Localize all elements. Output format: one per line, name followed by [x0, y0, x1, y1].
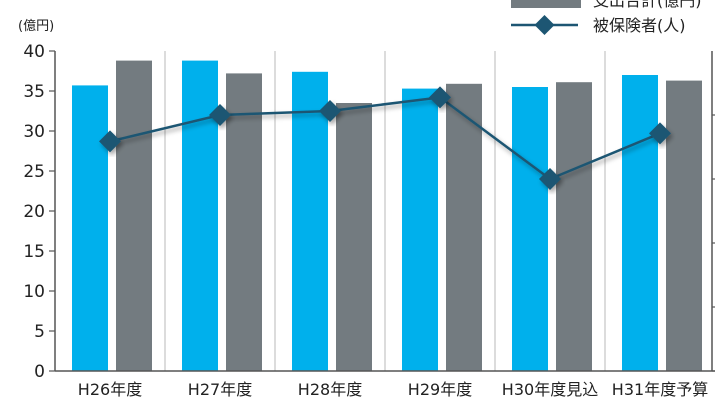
bar-revenue-0 [72, 85, 108, 372]
insured-point-0 [99, 130, 121, 153]
insured-point-5 [649, 122, 671, 145]
bar-expense-4 [556, 82, 592, 371]
x-category-label-4: H30年度見込 [502, 380, 598, 399]
legend: 支出合計(億円) 被保険者(人) [511, 0, 702, 35]
x-category-label-2: H28年度 [298, 380, 362, 399]
y-tick-label-40: 40 [23, 42, 45, 62]
insured-point-1 [209, 104, 231, 126]
x-category-label-5: H31年度予算 [612, 380, 708, 399]
bar-revenue-1 [182, 60, 218, 371]
x-category-labels: H26年度 H27年度 H28年度 H29年度 H30年度見込 H31年度予算 [78, 380, 708, 399]
bar-expense-3 [446, 83, 482, 372]
bar-revenue-4 [512, 87, 548, 371]
bar-revenue-5 [622, 75, 658, 371]
legend-swatch-expense [511, 0, 581, 8]
bar-revenue-3 [402, 88, 438, 371]
insured-point-2 [319, 100, 341, 122]
y-tick-label-0: 0 [34, 362, 45, 382]
y-tick-label-5: 5 [34, 322, 45, 342]
bar-revenue-2 [292, 71, 328, 372]
bars [72, 60, 702, 372]
y-tick-label-10: 10 [23, 282, 45, 302]
y-tick-label-30: 30 [23, 122, 45, 142]
x-category-label-3: H29年度 [408, 380, 472, 399]
y-axis-unit-label: (億円) [18, 18, 54, 34]
y-tick-label-35: 35 [23, 82, 45, 102]
bar-expense-0 [116, 60, 152, 371]
x-category-label-0: H26年度 [78, 380, 142, 399]
insured-point-3 [429, 86, 451, 109]
insured-line-series [99, 86, 671, 190]
bar-expense-5 [666, 80, 702, 371]
insured-point-4 [539, 168, 561, 190]
y-tick-label-20: 20 [23, 202, 45, 222]
legend-label-expense: 支出合計(億円) [593, 0, 702, 10]
legend-label-insured: 被保険者(人) [593, 16, 686, 35]
insured-line-path [109, 96, 661, 181]
bar-expense-1 [226, 73, 262, 372]
x-category-label-1: H27年度 [188, 380, 252, 399]
legend-swatch-marker [534, 15, 555, 35]
axes [49, 50, 715, 372]
bar-expense-2 [336, 103, 372, 371]
y-tick-label-25: 25 [23, 162, 45, 182]
y-tick-labels: 0 5 10 15 20 25 30 35 40 [23, 42, 45, 382]
y-tick-label-15: 15 [23, 242, 45, 262]
